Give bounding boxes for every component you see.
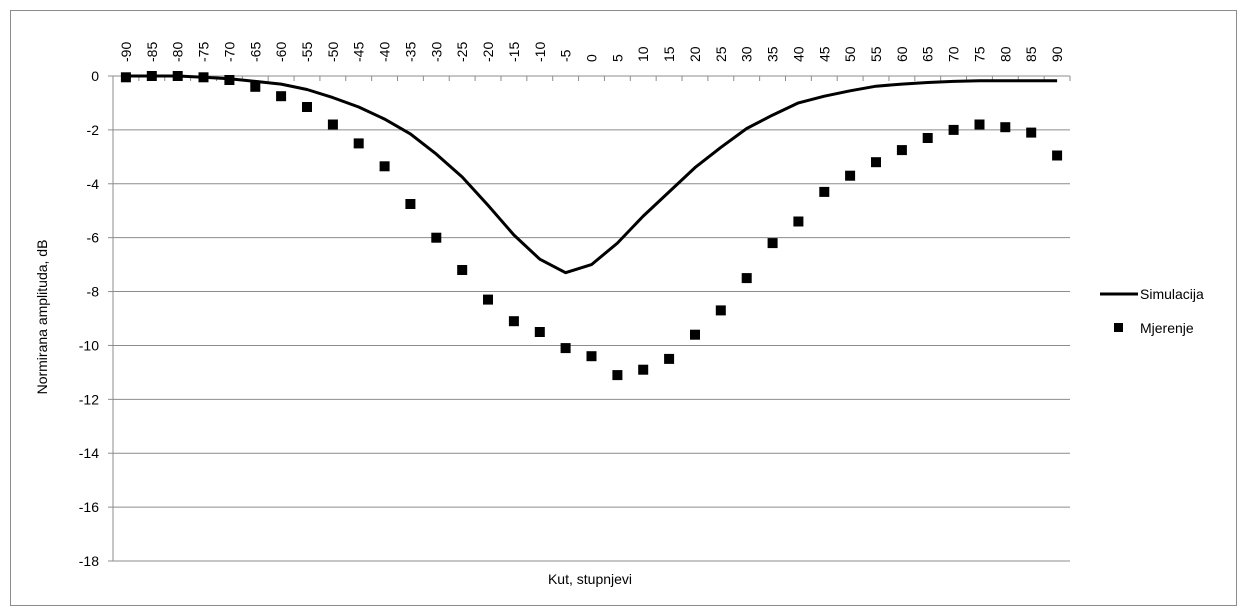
y-tick-label: -14 [79, 445, 99, 461]
x-tick-label: 80 [997, 46, 1013, 62]
x-tick-label: -60 [273, 42, 289, 62]
data-point-mjerenje [250, 81, 261, 92]
x-tick-label: 30 [739, 46, 755, 62]
y-tick-label: -12 [79, 391, 99, 407]
series-group [120, 71, 1063, 381]
axes [108, 75, 1071, 562]
x-tick-label: -90 [118, 42, 134, 62]
data-point-mjerenje [276, 91, 287, 102]
data-point-mjerenje [224, 75, 235, 85]
legend-mjerenje-label: Mjerenje [1140, 320, 1194, 336]
data-point-mjerenje [767, 238, 778, 249]
data-point-mjerenje [974, 119, 985, 130]
x-tick-label: 10 [635, 46, 651, 62]
x-tick-label: 15 [661, 46, 677, 62]
x-tick-label: 90 [1049, 46, 1065, 62]
data-point-mjerenje [120, 72, 131, 83]
data-point-mjerenje [431, 232, 442, 243]
x-tick-label: -35 [402, 42, 418, 62]
data-point-mjerenje [302, 102, 312, 112]
data-point-mjerenje [845, 170, 856, 181]
grid-lines [113, 75, 1070, 562]
data-point-mjerenje [664, 353, 675, 364]
x-tick-label: -15 [506, 42, 522, 62]
data-point-mjerenje [198, 72, 209, 83]
y-tick-label: -6 [87, 230, 100, 246]
data-point-mjerenje [793, 216, 804, 227]
data-point-mjerenje [534, 327, 545, 337]
x-tick-label: -75 [196, 42, 212, 62]
data-point-mjerenje [353, 138, 364, 149]
x-tick-label: 65 [920, 46, 936, 62]
x-tick-label: -25 [454, 42, 470, 62]
legend-mjerenje-swatch [1114, 323, 1123, 332]
data-point-mjerenje [948, 124, 959, 135]
x-tick-label: 25 [713, 46, 729, 62]
data-point-mjerenje [405, 199, 416, 209]
data-point-mjerenje [1026, 127, 1037, 138]
data-point-mjerenje [690, 329, 700, 340]
data-point-mjerenje [638, 364, 649, 375]
data-point-mjerenje [457, 265, 468, 275]
x-tick-label: 20 [687, 46, 703, 62]
y-tick-label: -2 [87, 122, 100, 138]
x-tick-label: -40 [377, 42, 393, 62]
x-tick-label: 50 [842, 46, 858, 62]
data-point-mjerenje [172, 71, 183, 81]
x-tick-label: -70 [221, 42, 237, 62]
y-tick-label: -18 [79, 553, 99, 569]
x-tick-label: 60 [894, 46, 910, 62]
x-tick-label: 45 [816, 46, 832, 62]
x-tick-labels: -90 -85 -80 -75 -70 -65 -60 -55 -50 -45 -40 -35 -30-… [118, 42, 1065, 62]
data-point-mjerenje [612, 370, 623, 381]
y-tick-label: -16 [79, 499, 99, 515]
data-point-mjerenje [741, 273, 752, 284]
data-point-mjerenje [896, 145, 907, 156]
series-line-simulacija [125, 74, 1058, 275]
x-axis-label: Kut, stupnjevi [548, 571, 632, 587]
legend-simulacija-label: Simulacija [1140, 286, 1204, 302]
x-tick-label: -55 [299, 42, 315, 62]
y-tick-label: -8 [87, 284, 100, 300]
legend: Simulacija Mjerenje [1100, 286, 1204, 336]
data-point-mjerenje [715, 305, 726, 316]
x-tick-label: -65 [247, 42, 263, 62]
x-tick-label: 55 [868, 46, 884, 62]
x-tick-label: 75 [971, 46, 987, 62]
x-tick-label: -10 [532, 42, 548, 62]
y-tick-label: -10 [79, 337, 99, 353]
x-tick-label: 0 [584, 54, 600, 62]
data-point-mjerenje [1000, 122, 1011, 133]
x-tick-label: 5 [609, 54, 625, 62]
x-tick-label: -20 [480, 42, 496, 62]
x-tick-label: -45 [351, 42, 367, 62]
y-tick-labels: 0 -2 -4 -6 -8 -10 -12 -14 -16 -18 [79, 68, 99, 569]
x-tick-label: -85 [144, 42, 160, 62]
data-point-mjerenje [508, 316, 519, 327]
x-tick-label: 35 [765, 46, 781, 62]
y-tick-label: -4 [87, 176, 100, 192]
data-point-mjerenje [1052, 150, 1063, 161]
data-point-mjerenje [560, 343, 571, 354]
data-point-mjerenje [146, 71, 157, 81]
x-tick-label: 70 [946, 46, 962, 62]
data-point-mjerenje [586, 351, 597, 362]
data-point-mjerenje [483, 294, 493, 305]
x-tick-label: -50 [325, 42, 341, 62]
data-point-mjerenje [871, 157, 881, 168]
y-axis-label: Normirana amplituda, dB [34, 240, 50, 395]
data-point-mjerenje [922, 133, 933, 143]
data-point-mjerenje [327, 119, 338, 130]
x-tick-label: 40 [790, 46, 806, 62]
y-tick-label: 0 [91, 68, 99, 84]
x-tick-label: 85 [1023, 46, 1039, 62]
x-tick-label: -5 [558, 49, 574, 62]
x-tick-label: -30 [428, 42, 444, 62]
data-point-mjerenje [379, 161, 390, 172]
data-point-mjerenje [819, 186, 830, 197]
x-tick-label: -80 [170, 42, 186, 62]
